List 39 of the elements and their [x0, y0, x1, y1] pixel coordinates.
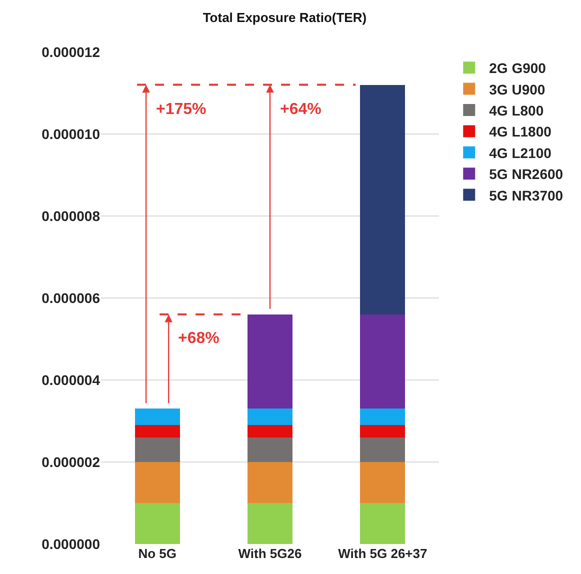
- bar: [134, 503, 180, 544]
- y-tick-label: 0.000012: [42, 44, 100, 60]
- bar: [134, 408, 180, 426]
- y-tick-label: 0.000010: [42, 126, 100, 142]
- chart-title: Total Exposure Ratio(TER): [202, 10, 367, 25]
- bar: [360, 462, 406, 503]
- bar: [360, 408, 406, 426]
- x-tick-label: With 5G26: [238, 546, 302, 561]
- bar: [247, 425, 293, 438]
- y-tick-label: 0.000002: [42, 454, 100, 470]
- legend-label: 5G NR3700: [489, 187, 564, 204]
- legend-label: 4G L800: [489, 102, 544, 118]
- bar: [360, 314, 406, 409]
- bar: [134, 425, 180, 438]
- bar: [360, 84, 406, 314]
- bar: [247, 408, 293, 426]
- legend-label: 3G U900: [489, 81, 546, 98]
- annotation: +68%: [178, 330, 220, 347]
- legend-label: 4G L2100: [489, 144, 552, 161]
- bar: [360, 437, 406, 462]
- bar: [247, 314, 293, 409]
- legend-label: 2G G900: [489, 60, 546, 76]
- annotation: +64%: [280, 101, 322, 118]
- x-tick-label: With 5G 26+37: [338, 546, 428, 561]
- annotation: +175%: [156, 101, 206, 118]
- y-tick-label: 0.000006: [42, 290, 100, 306]
- y-tick-label: 0.000008: [42, 208, 100, 224]
- y-tick-label: 0.000000: [42, 536, 100, 552]
- legend-label: 5G NR2600: [489, 166, 564, 182]
- y-tick-label: 0.000004: [42, 372, 100, 388]
- bar: [134, 462, 180, 503]
- bar: [134, 437, 180, 462]
- bar: [247, 503, 293, 544]
- x-tick-label: No 5G: [138, 546, 176, 561]
- bar: [247, 437, 293, 462]
- bar: [360, 503, 406, 544]
- bar: [360, 425, 406, 438]
- legend-label: 4G L1800: [489, 124, 552, 140]
- bar: [247, 462, 293, 503]
